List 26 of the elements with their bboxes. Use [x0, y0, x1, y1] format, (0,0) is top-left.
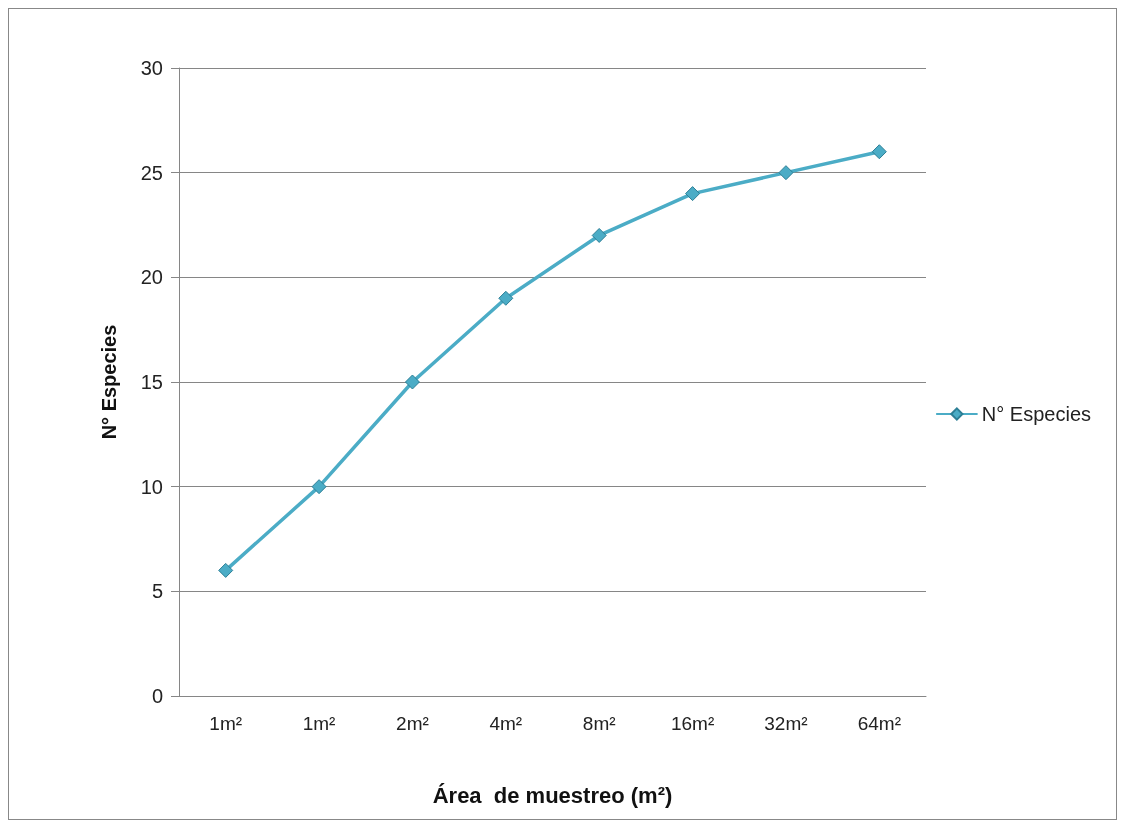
x-axis-title: Área de muestreo (m²) — [432, 782, 673, 808]
x-tick-label: 8m² — [582, 713, 616, 734]
y-tick-label: 15 — [140, 371, 163, 393]
y-tick-label: 25 — [140, 161, 163, 184]
point — [311, 479, 327, 495]
point — [778, 165, 794, 181]
x-tick-label: 1m² — [209, 713, 243, 734]
y-tick-label: 5 — [151, 580, 163, 603]
point — [871, 144, 887, 160]
y-axis-title: N° Especies — [98, 324, 120, 440]
x-tick-label: 1m² — [302, 713, 336, 734]
y-tick-label: 10 — [140, 475, 163, 498]
x-tick-label: 64m² — [857, 713, 901, 734]
x-tick-label: 16m² — [670, 713, 715, 734]
point — [404, 374, 420, 390]
point — [685, 186, 701, 202]
point — [218, 562, 234, 578]
y-tick-label: 30 — [140, 57, 163, 79]
y-tick-label: 20 — [140, 266, 163, 289]
x-tick-label: 4m² — [489, 713, 523, 734]
point — [591, 227, 607, 243]
legend-label: N° Especies — [981, 403, 1092, 425]
y-tick-label: 0 — [151, 685, 163, 707]
point — [498, 290, 514, 306]
x-tick-label: 32m² — [764, 713, 808, 734]
x-tick-label: 2m² — [396, 713, 429, 734]
